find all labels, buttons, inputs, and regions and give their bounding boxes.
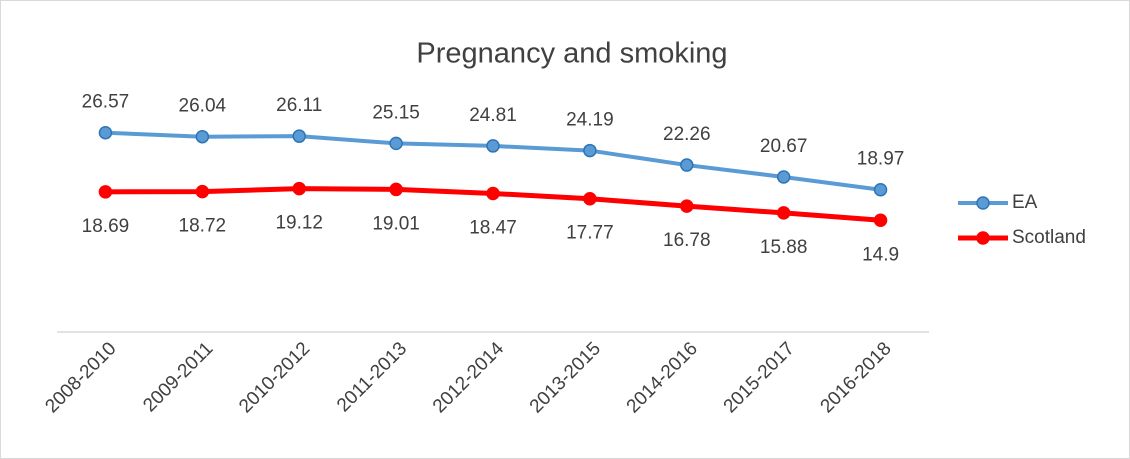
chart-title: Pregnancy and smoking: [416, 38, 727, 70]
data-label: 24.81: [469, 105, 517, 126]
marker: [292, 129, 306, 143]
marker: [195, 184, 210, 199]
data-label: 22.26: [663, 124, 711, 145]
marker: [873, 182, 888, 197]
data-label: 14.9: [862, 244, 899, 265]
data-label: 25.15: [372, 102, 420, 123]
marker: [292, 181, 306, 196]
legend-label: EA: [1012, 192, 1038, 213]
data-label: 19.01: [372, 213, 420, 234]
marker: [195, 129, 210, 144]
legend-marker: [976, 231, 990, 245]
marker: [680, 158, 694, 172]
data-label: 19.12: [275, 213, 323, 234]
marker: [583, 143, 597, 158]
data-label: 18.69: [82, 216, 130, 237]
marker: [680, 199, 694, 213]
data-label: 26.57: [82, 92, 130, 113]
marker: [873, 213, 888, 227]
marker: [486, 186, 500, 201]
data-label: 18.72: [179, 216, 227, 237]
marker: [776, 170, 791, 184]
marker: [98, 185, 113, 199]
marker: [486, 139, 500, 153]
marker: [776, 206, 791, 220]
data-label: 15.88: [760, 237, 808, 258]
data-label: 16.78: [663, 230, 711, 251]
data-label: 20.67: [760, 136, 808, 157]
marker: [389, 182, 403, 197]
data-label: 17.77: [566, 223, 614, 244]
data-label: 26.04: [179, 96, 227, 117]
legend-label: Scotland: [1012, 227, 1086, 248]
data-label: 24.19: [566, 110, 614, 131]
legend-marker: [976, 196, 990, 210]
marker: [389, 136, 403, 151]
data-label: 26.11: [276, 95, 322, 116]
marker: [98, 125, 113, 140]
data-label: 18.47: [469, 217, 517, 238]
data-label: 18.97: [857, 149, 905, 170]
marker: [583, 191, 597, 206]
